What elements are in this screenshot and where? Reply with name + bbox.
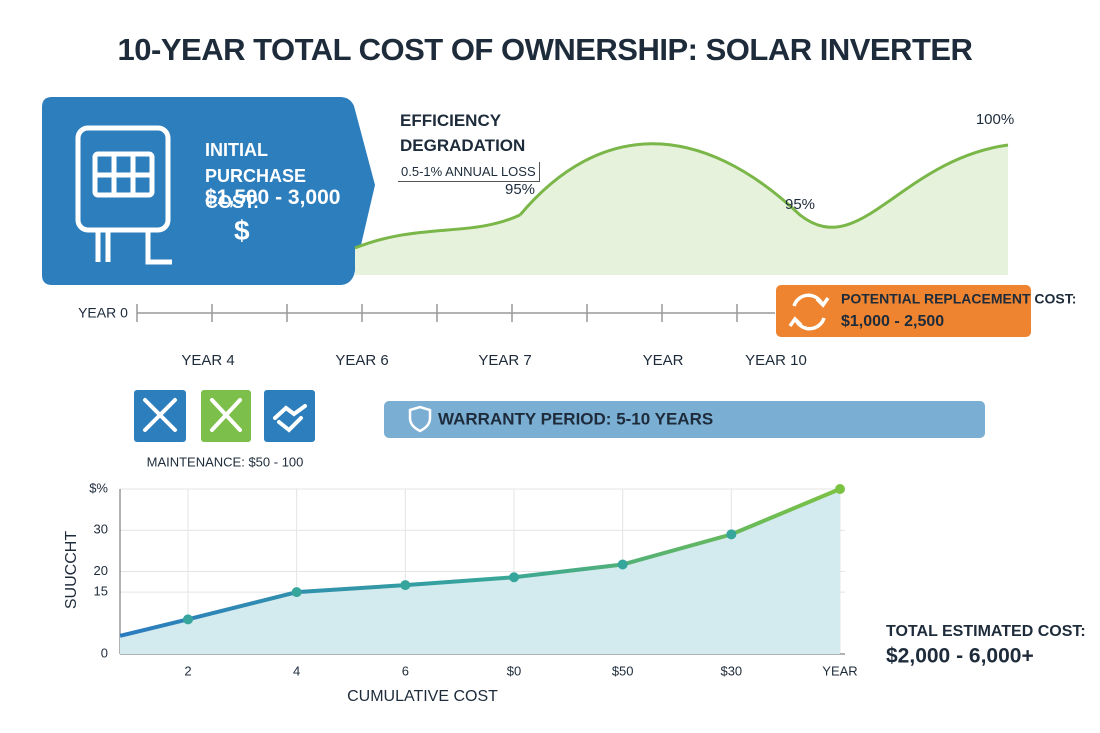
curve-lead	[354, 213, 521, 250]
point	[726, 529, 737, 540]
timeline-label: YEAR 7	[478, 352, 531, 369]
point	[183, 614, 193, 625]
y-tick-label: $%	[89, 480, 108, 495]
y-axis-label: SUUCCHT	[63, 531, 80, 609]
point	[400, 580, 411, 591]
x-tick-label: 4	[293, 663, 300, 678]
cost-line	[119, 487, 841, 638]
shield-icon	[408, 405, 432, 433]
purchase-range: $1,500 - 3,000	[205, 186, 341, 209]
purchase-symbol: $	[234, 215, 250, 246]
y-tick-label: 0	[101, 645, 108, 660]
icon-strokes	[143, 398, 307, 433]
total-label: TOTAL ESTIMATED COST:	[886, 623, 1086, 640]
inverter-icon	[75, 125, 172, 265]
timeline-label: YEAR 4	[181, 352, 234, 369]
timeline-label: YEAR 10	[745, 352, 807, 369]
point	[509, 572, 519, 583]
handshake-icon	[264, 390, 315, 442]
warranty-bar	[384, 401, 985, 438]
y-tick-label: 20	[94, 563, 108, 578]
value-label: 100%	[976, 111, 1014, 128]
x-tick-label: 6	[402, 663, 409, 678]
x-axis-label: CUMULATIVE COST	[347, 688, 498, 705]
refresh-icon	[788, 293, 830, 331]
y-tick-label: 15	[94, 584, 108, 599]
point	[835, 484, 845, 494]
value-label: 95%	[785, 196, 815, 213]
point	[617, 559, 628, 570]
purchase-card	[42, 97, 375, 285]
replacement-range: $1,000 - 2,500	[841, 313, 944, 330]
x-tick-label: $30	[720, 663, 742, 678]
point	[291, 587, 302, 598]
total-range: $2,000 - 6,000+	[886, 645, 1034, 668]
efficiency-subtitle: 0.5-1% ANNUAL LOSS	[398, 162, 540, 182]
timeline-label: YEAR	[643, 352, 684, 369]
efficiency-line	[518, 142, 1009, 229]
purchase-label: INITIAL PURCHASE COST:	[205, 140, 307, 212]
x-tick-label: 2	[184, 663, 191, 678]
page-title: 10-YEAR TOTAL COST OF OWNERSHIP: SOLAR I…	[118, 32, 973, 67]
maintenance-label: MAINTENANCE: $50 - 100	[147, 454, 304, 469]
value-label: 95%	[505, 181, 535, 198]
warranty-label: WARRANTY PERIOD: 5-10 YEARS	[438, 409, 713, 428]
x-tick-label: $0	[507, 663, 521, 678]
replacement-box	[776, 285, 1031, 337]
area-fill	[120, 489, 840, 654]
area-fill	[355, 143, 1008, 275]
y-tick-label: 30	[94, 522, 108, 537]
x-tick-label: YEAR	[822, 663, 857, 678]
x-tick-label: $50	[612, 663, 634, 678]
efficiency-title: EFFICIENCY DEGRADATION	[400, 111, 526, 155]
timeline-label: YEAR 6	[335, 352, 388, 369]
replacement-label: POTENTIAL REPLACEMENT COST:	[841, 291, 1076, 307]
timeline-start: YEAR 0	[78, 305, 128, 321]
